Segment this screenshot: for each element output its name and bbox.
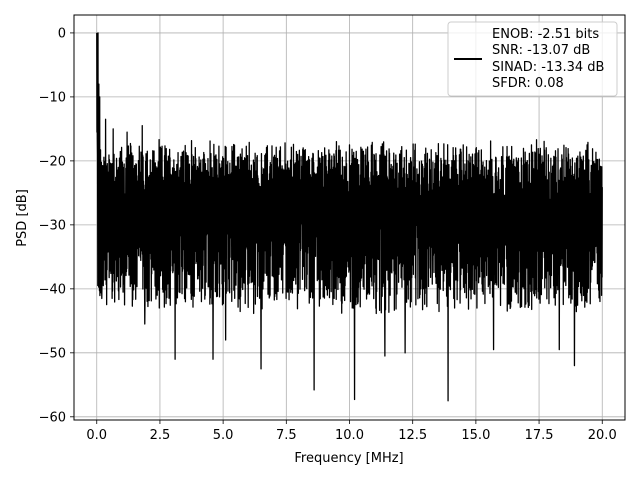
x-tick-label: 7.5: [276, 428, 297, 443]
x-tick-label: 2.5: [150, 428, 171, 443]
x-axis-ticks: 0.0 2.5 5.0 7.5 10.0 12.5 15.0 17.5 20.0: [86, 420, 617, 443]
y-tick-label: −60: [39, 410, 66, 425]
x-tick-label: 0.0: [86, 428, 107, 443]
legend: ENOB: -2.51 bits SNR: -13.07 dB SINAD: -…: [447, 21, 618, 97]
y-axis-label: PSD [dB]: [15, 189, 30, 247]
x-tick-label: 20.0: [588, 428, 617, 443]
legend-line-sfdr: SFDR: 0.08: [492, 76, 564, 91]
legend-line-snr: SNR: -13.07 dB: [492, 43, 590, 58]
x-tick-label: 5.0: [213, 428, 234, 443]
y-axis-ticks: 0 −10 −20 −30 −40 −50 −60: [39, 26, 74, 425]
y-tick-label: −20: [39, 154, 66, 169]
y-tick-label: −10: [39, 90, 66, 105]
x-tick-label: 15.0: [461, 428, 490, 443]
legend-line-sinad: SINAD: -13.34 dB: [492, 60, 604, 75]
series-layer: [96, 32, 603, 402]
y-tick-label: −40: [39, 282, 66, 297]
psd-series-line: [96, 32, 603, 402]
x-tick-label: 10.0: [335, 428, 364, 443]
x-tick-label: 17.5: [525, 428, 554, 443]
x-axis-label: Frequency [MHz]: [294, 451, 403, 466]
y-tick-label: −30: [39, 218, 66, 233]
x-tick-label: 12.5: [398, 428, 427, 443]
y-tick-label: −50: [39, 346, 66, 361]
legend-line-enob: ENOB: -2.51 bits: [492, 27, 599, 42]
legend-box: [447, 21, 618, 97]
y-tick-label: 0: [58, 26, 66, 41]
